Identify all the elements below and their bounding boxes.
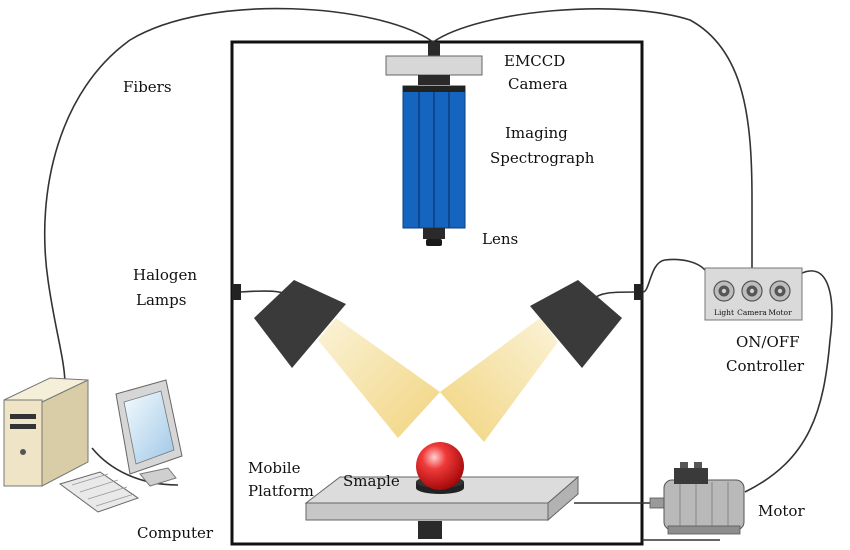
platform-front-face <box>305 502 549 521</box>
controller-button-camera[interactable] <box>741 280 763 302</box>
label-controller-line2: Controller <box>726 357 805 375</box>
controller-label-motor: Motor <box>768 308 792 317</box>
halogen-lamps <box>232 280 643 442</box>
label-platform-line1: Mobile <box>248 459 301 477</box>
label-sample: Smaple <box>343 472 400 490</box>
label-computer: Computer <box>137 524 214 542</box>
controller-cable-left <box>642 258 706 293</box>
label-emccd-line1: EMCCD <box>504 52 565 70</box>
keyboard <box>58 471 140 513</box>
controller-button-motor[interactable] <box>769 280 791 302</box>
monitor-stand <box>139 467 177 487</box>
label-halogen-line2: Lamps <box>136 291 186 309</box>
label-motor: Motor <box>758 502 805 520</box>
label-spectrograph-line2: Spectrograph <box>490 149 595 167</box>
label-platform-line2: Platform <box>248 482 314 500</box>
motor <box>649 462 745 535</box>
monitor-screen <box>123 390 175 465</box>
controller-label-camera: Camera <box>737 308 767 317</box>
computer-cable <box>91 447 179 486</box>
platform-support <box>418 521 442 539</box>
label-fibers: Fibers <box>123 78 172 96</box>
lamp-mount-left <box>232 284 241 300</box>
camera-neck <box>418 75 450 85</box>
label-spectrograph-line1: Imaging <box>505 124 568 142</box>
halogen-lamp-right <box>530 280 622 368</box>
lens <box>423 228 445 239</box>
label-halogen-line1: Halogen <box>133 266 197 284</box>
fiber-cable-left <box>43 7 434 386</box>
computer <box>3 377 183 513</box>
controller-button-light[interactable] <box>713 280 735 302</box>
on-off-controller: Light Camera Motor <box>704 267 803 321</box>
mobile-platform-assembly <box>304 442 580 539</box>
computer-tower-front <box>3 399 43 487</box>
lamp-mount-right <box>634 284 643 300</box>
camera-assembly <box>385 42 483 246</box>
light-beam-left <box>318 318 440 438</box>
label-controller-line1: ON/OFF <box>736 333 800 351</box>
controller-label-light: Light <box>714 308 734 317</box>
emccd-camera-plate <box>385 55 483 76</box>
motor-body <box>663 479 745 531</box>
camera-top-connector <box>428 42 440 56</box>
halogen-lamp-left <box>254 280 346 368</box>
sample-sphere <box>416 442 464 490</box>
fiber-cable-right <box>432 7 753 268</box>
label-lens: Lens <box>482 230 518 248</box>
light-beam-right <box>440 318 558 442</box>
label-emccd-line2: Camera <box>508 75 568 93</box>
controller-cable-right <box>744 270 833 493</box>
motor-terminal-box <box>674 468 708 484</box>
